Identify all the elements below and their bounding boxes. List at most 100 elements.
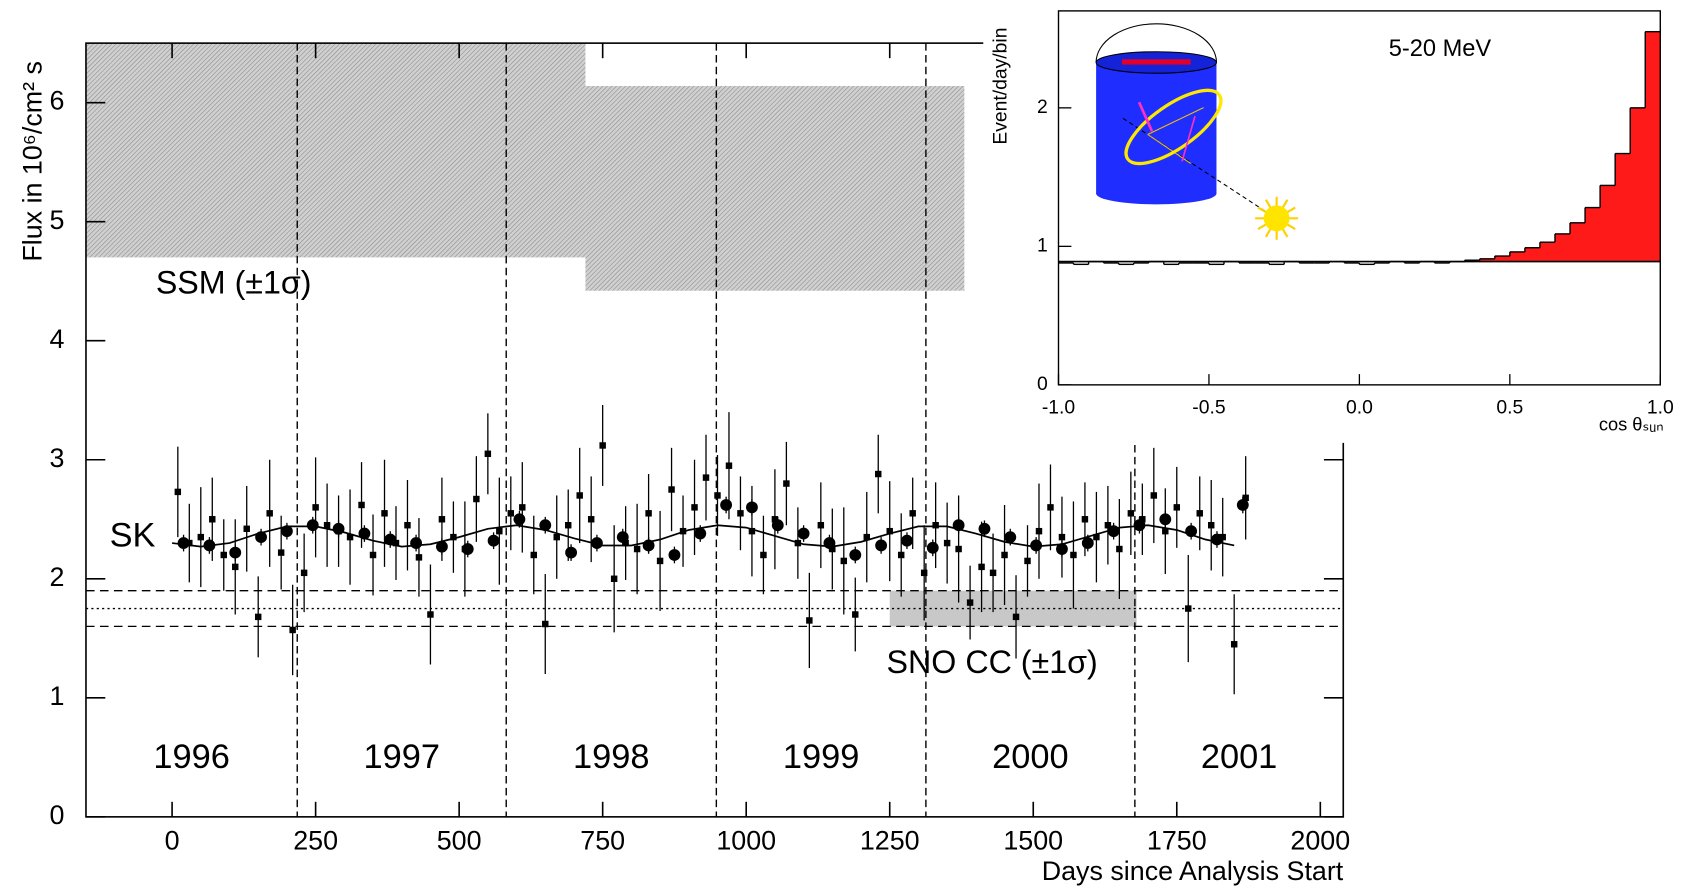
signal-fill (1524, 247, 1541, 262)
signal-fill (1479, 258, 1496, 262)
data-point (220, 551, 227, 559)
inset-background (983, 0, 1685, 443)
binned-point (978, 522, 991, 535)
signal-fill (1539, 242, 1556, 262)
signal-fill (1630, 107, 1646, 262)
binned-point (565, 546, 578, 559)
data-point (748, 527, 756, 535)
sno-band (889, 590, 1137, 627)
signal-fill (1585, 207, 1601, 262)
data-point (978, 563, 985, 571)
binned-point (1159, 513, 1172, 526)
data-point (1139, 516, 1146, 523)
y-tick-label: 0 (1037, 373, 1048, 395)
x-tick-label: 0.5 (1496, 397, 1523, 419)
data-point (737, 510, 744, 517)
x-axis-label: cos θₛᵤₙ (1599, 414, 1664, 435)
data-point (415, 554, 423, 561)
binned-point (436, 540, 448, 553)
data-point (496, 527, 503, 535)
binned-point (771, 519, 784, 532)
data-point (610, 575, 618, 583)
fit-line (171, 524, 1235, 548)
data-point (1150, 492, 1158, 499)
year-label: 2001 (1201, 738, 1277, 776)
data-point (323, 521, 331, 529)
data-point (587, 516, 595, 523)
x-axis-label: Days since Analysis Start (1042, 856, 1344, 886)
data-point (1081, 516, 1089, 523)
main-chart: SSM (±1σ)SNO CC (±1σ)1996 1997 1998 1999 200… (17, 42, 1350, 886)
binned-point (1056, 543, 1068, 555)
data-point (197, 533, 205, 541)
y-tick-label: 2 (1037, 96, 1048, 118)
binned-point (926, 541, 939, 554)
binned-point (487, 534, 500, 547)
data-point (542, 620, 549, 628)
data-point (1093, 533, 1100, 541)
binned-point (591, 537, 603, 549)
data-point (645, 510, 652, 517)
data-point (1127, 510, 1135, 517)
binned-point (901, 534, 913, 547)
data-point (1001, 551, 1008, 559)
binned-point (1081, 537, 1094, 549)
data-point (266, 510, 273, 517)
ssm-band (85, 43, 586, 258)
x-tick-label: 750 (580, 826, 625, 856)
x-tick-label: 1500 (1003, 826, 1063, 856)
binned-point (694, 527, 707, 540)
data-point (209, 516, 216, 523)
data-point (817, 521, 825, 529)
data-point (576, 492, 583, 499)
data-point (656, 557, 664, 565)
data-point (691, 504, 698, 511)
data-point (484, 450, 492, 458)
data-point (599, 442, 606, 449)
data-point (1024, 557, 1031, 565)
data-point (725, 462, 733, 469)
data-point (1230, 641, 1238, 648)
data-point (863, 533, 870, 541)
inset-title: 5-20 MeV (1389, 36, 1492, 62)
data-point (1208, 521, 1215, 529)
data-point (622, 539, 629, 547)
data-point (1173, 504, 1181, 511)
data-point (381, 510, 388, 517)
binned-point (229, 546, 242, 559)
data-point (1104, 521, 1112, 529)
data-point (771, 516, 779, 523)
data-point (404, 521, 411, 529)
binned-point (849, 549, 862, 561)
data-point (369, 551, 377, 559)
detector-body (1096, 62, 1217, 194)
data-point (633, 545, 641, 553)
data-point (346, 533, 354, 541)
electron-track (1137, 101, 1154, 132)
y-tick-label: 1 (1037, 234, 1048, 256)
y-tick-label: 2 (50, 562, 65, 592)
detector-dome (1095, 23, 1218, 63)
signal-fill (1509, 251, 1526, 262)
x-tick-label: 1750 (1147, 826, 1207, 856)
binned-point (1030, 539, 1043, 552)
data-point (760, 551, 767, 559)
y-tick-label: 5 (50, 205, 65, 235)
year-label: 2000 (992, 738, 1068, 776)
year-label: 1997 (363, 738, 439, 776)
y-axis-label: Event/day/bin (990, 28, 1012, 145)
data-point (358, 501, 365, 509)
x-tick-label: 1250 (860, 826, 920, 856)
year-label: 1999 (783, 738, 859, 776)
binned-point (513, 513, 526, 526)
data-point (1162, 527, 1169, 535)
data-point (966, 599, 974, 606)
data-point (300, 569, 308, 577)
data-point (289, 626, 296, 634)
x-tick-label: 0.0 (1346, 397, 1373, 419)
binned-point (797, 527, 810, 540)
data-point (932, 521, 939, 529)
signal-fill (1494, 256, 1511, 262)
data-point (1219, 533, 1226, 541)
x-tick-label: 1.0 (1647, 397, 1674, 419)
